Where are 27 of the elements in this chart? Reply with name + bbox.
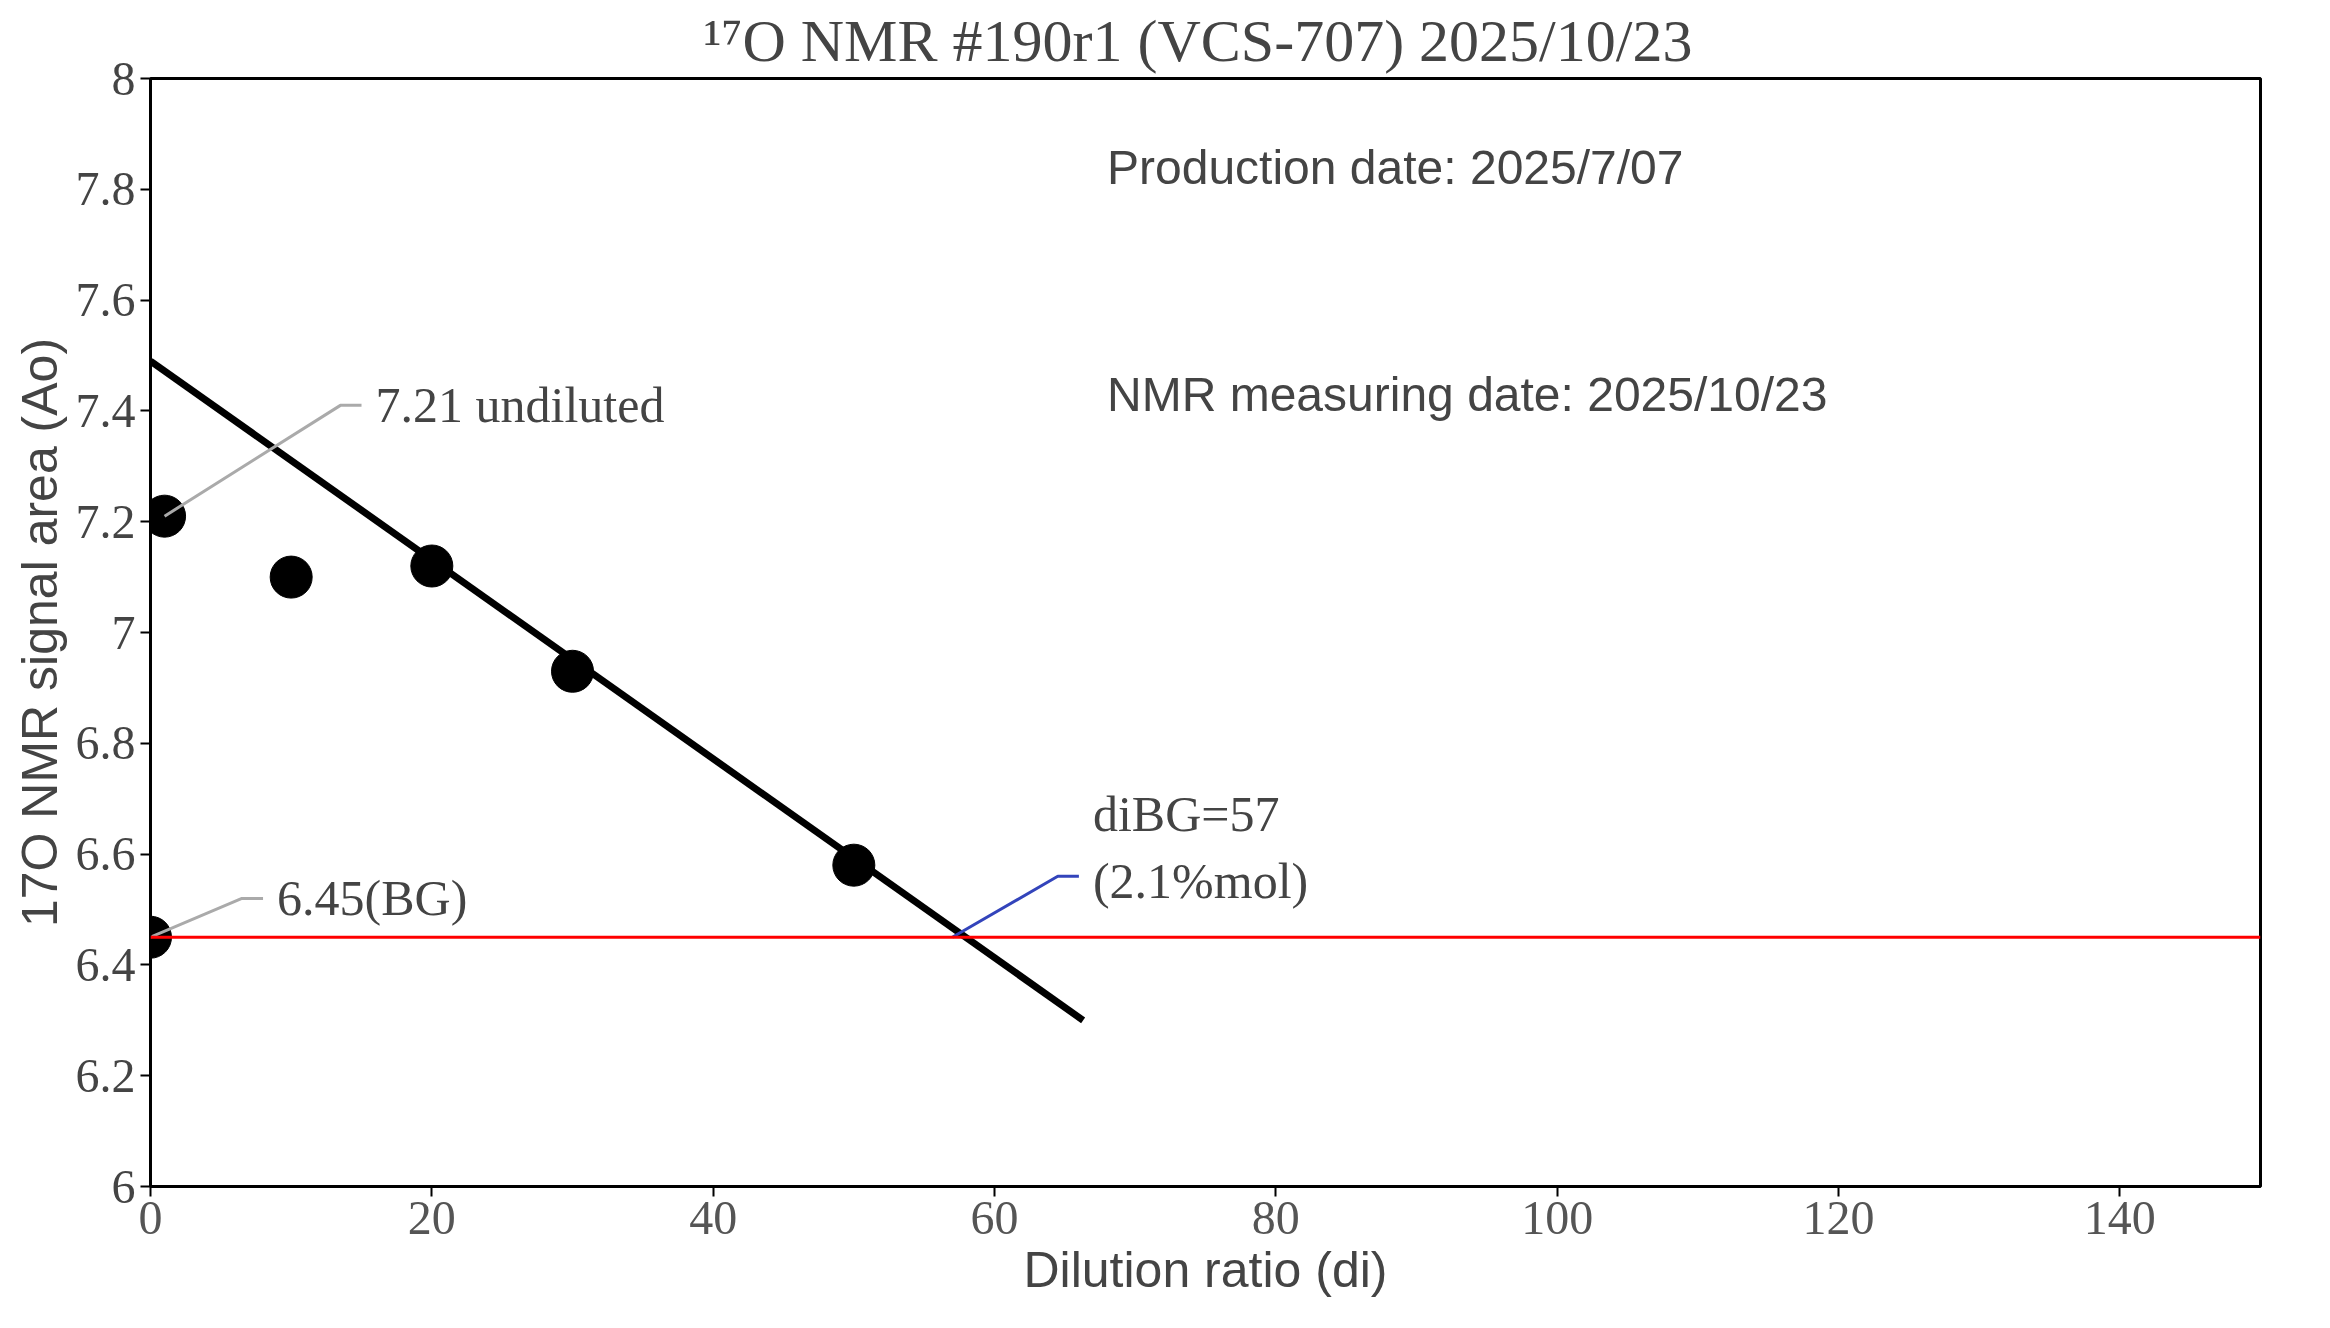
y-tick-label: 7 [111, 605, 136, 659]
x-tick-label: 140 [2083, 1190, 2156, 1244]
y-tick-label: 7.4 [75, 383, 136, 437]
x-tick-label: 80 [1251, 1190, 1300, 1244]
annotation: 6.45(BG) [277, 870, 468, 927]
x-tick-label: 40 [689, 1190, 738, 1244]
x-tick-label: 60 [970, 1190, 1019, 1244]
annotation: diBG=57 (2.1%mol) [1092, 786, 1309, 910]
y-axis-title: 17O NMR signal area (Ao) [11, 337, 68, 928]
x-tick-label: 0 [138, 1190, 163, 1244]
x-tick-label: 20 [407, 1190, 456, 1244]
chart-title: ¹⁷O NMR #190r1 (VCS-707) 2025/10/23 [703, 7, 1693, 74]
x-tick-label: 100 [1521, 1190, 1594, 1244]
y-tick-label: 6 [111, 1159, 136, 1213]
y-tick-label: 6.8 [75, 716, 136, 770]
y-tick-label: 7.8 [75, 162, 136, 216]
y-tick-label: 6.6 [75, 827, 136, 881]
y-tick-label: 6.2 [75, 1048, 136, 1102]
annotation: Production date: 2025/7/07 [1107, 140, 1684, 194]
y-tick-label: 6.4 [75, 937, 136, 991]
y-tick-label: 7.6 [75, 273, 136, 327]
annotation: NMR measuring date: 2025/10/23 [1107, 367, 1828, 421]
y-tick-label: 8 [111, 51, 136, 105]
x-axis-title: Dilution ratio (di) [1023, 1241, 1388, 1298]
annotation: 7.21 undiluted [375, 377, 665, 434]
x-tick-label: 120 [1802, 1190, 1875, 1244]
y-tick-label: 7.2 [75, 494, 136, 548]
